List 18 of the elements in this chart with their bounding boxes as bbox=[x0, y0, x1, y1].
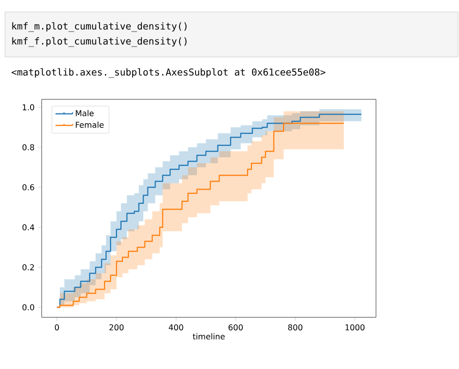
x-tick-label: 400 bbox=[168, 324, 184, 330]
y-tick-label: 0.4 bbox=[22, 224, 34, 230]
legend-label: Male bbox=[76, 110, 94, 116]
text: <matplotlib.axes._subplots.AxesSubplot at 0x61cee55e08> bbox=[12, 68, 326, 78]
legend-label: Female bbox=[76, 122, 104, 128]
y-tick-label: 0.2 bbox=[22, 264, 34, 270]
y-tick-label: 0.6 bbox=[22, 184, 34, 190]
x-tick-label: 1000 bbox=[346, 324, 364, 330]
y-tick-label: 0.8 bbox=[22, 144, 34, 150]
x-tick-label: 0 bbox=[54, 324, 59, 330]
text: kmf_m.plot_cumulative_density() bbox=[12, 22, 187, 32]
y-tick-label: 1.0 bbox=[22, 104, 34, 110]
text: kmf_f.plot_cumulative_density() bbox=[12, 37, 187, 47]
x-tick-label: 800 bbox=[288, 324, 302, 330]
x-tick-label: 600 bbox=[228, 324, 243, 330]
x-tick-label: 200 bbox=[109, 324, 124, 330]
y-tick-label: 0.0 bbox=[22, 304, 34, 310]
x-axis-title: timeline bbox=[192, 333, 225, 340]
